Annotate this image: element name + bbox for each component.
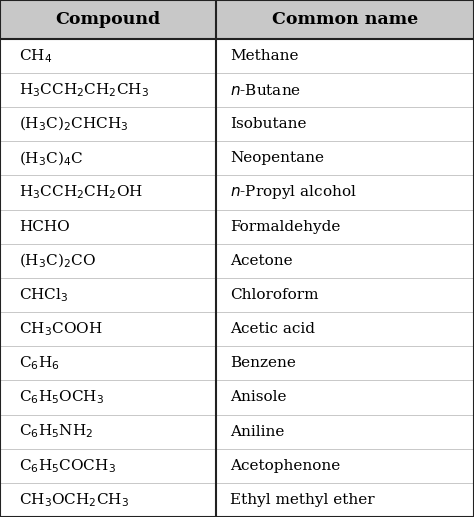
Text: HCHO: HCHO (19, 220, 70, 234)
Text: C$_6$H$_5$COCH$_3$: C$_6$H$_5$COCH$_3$ (19, 457, 116, 475)
Text: Methane: Methane (230, 49, 299, 63)
Text: Formaldehyde: Formaldehyde (230, 220, 340, 234)
Text: $n$-Butane: $n$-Butane (230, 83, 301, 98)
Text: $n$-Propyl alcohol: $n$-Propyl alcohol (230, 184, 356, 202)
Text: Chloroform: Chloroform (230, 288, 319, 302)
Text: Anisole: Anisole (230, 390, 286, 404)
Text: Acetone: Acetone (230, 254, 292, 268)
Text: Neopentane: Neopentane (230, 151, 324, 165)
Text: C$_6$H$_5$NH$_2$: C$_6$H$_5$NH$_2$ (19, 423, 93, 440)
Text: Benzene: Benzene (230, 356, 296, 370)
Text: H$_3$CCH$_2$CH$_2$CH$_3$: H$_3$CCH$_2$CH$_2$CH$_3$ (19, 81, 149, 99)
Text: (H$_3$C)$_2$CO: (H$_3$C)$_2$CO (19, 252, 96, 270)
Text: Acetophenone: Acetophenone (230, 459, 340, 473)
Text: CHCl$_3$: CHCl$_3$ (19, 286, 69, 304)
Text: CH$_3$OCH$_2$CH$_3$: CH$_3$OCH$_2$CH$_3$ (19, 491, 129, 509)
Text: C$_6$H$_6$: C$_6$H$_6$ (19, 355, 60, 372)
Text: Isobutane: Isobutane (230, 117, 306, 131)
Text: Common name: Common name (272, 11, 418, 28)
Text: CH$_3$COOH: CH$_3$COOH (19, 320, 102, 338)
Text: C$_6$H$_5$OCH$_3$: C$_6$H$_5$OCH$_3$ (19, 389, 104, 406)
Text: H$_3$CCH$_2$CH$_2$OH: H$_3$CCH$_2$CH$_2$OH (19, 184, 143, 201)
Text: (H$_3$C)$_4$C: (H$_3$C)$_4$C (19, 149, 83, 168)
Text: Compound: Compound (55, 11, 160, 28)
Text: Ethyl methyl ether: Ethyl methyl ether (230, 493, 374, 507)
Text: CH$_4$: CH$_4$ (19, 47, 52, 65)
Text: Acetic acid: Acetic acid (230, 322, 315, 336)
Bar (0, 0, 474, 39)
Text: (H$_3$C)$_2$CHCH$_3$: (H$_3$C)$_2$CHCH$_3$ (19, 115, 128, 133)
Text: Aniline: Aniline (230, 424, 284, 438)
